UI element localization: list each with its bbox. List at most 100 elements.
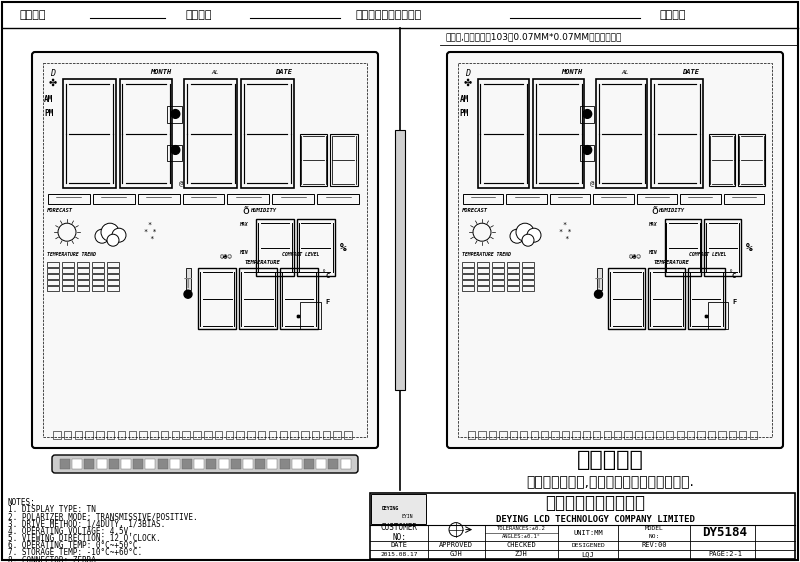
Bar — [107, 274, 119, 279]
Bar — [62, 262, 74, 267]
Text: DEYING: DEYING — [382, 506, 398, 511]
Text: DY5184: DY5184 — [702, 526, 747, 539]
Circle shape — [184, 290, 192, 298]
Circle shape — [171, 146, 180, 155]
Text: ☺☻☺: ☺☻☺ — [629, 254, 642, 260]
Bar — [92, 274, 104, 279]
Bar — [522, 262, 534, 267]
Text: PM: PM — [44, 108, 54, 117]
Bar — [297, 219, 335, 276]
Bar — [330, 134, 358, 186]
Bar — [304, 459, 314, 469]
Text: REV:00: REV:00 — [642, 542, 666, 548]
Bar — [322, 431, 330, 439]
Bar — [107, 280, 119, 285]
Text: HUMIDITY: HUMIDITY — [250, 208, 276, 213]
Bar — [580, 144, 594, 161]
Bar — [47, 274, 59, 279]
Text: D: D — [466, 69, 470, 78]
Text: C: C — [732, 273, 736, 279]
Bar — [468, 431, 475, 439]
Bar — [477, 280, 489, 285]
Bar — [77, 268, 89, 273]
Bar — [328, 459, 338, 469]
Bar — [739, 431, 746, 439]
Text: 德盈液晶电子有限公司: 德盈液晶电子有限公司 — [545, 494, 645, 512]
Circle shape — [583, 146, 592, 155]
Bar — [478, 79, 529, 188]
Bar — [489, 431, 496, 439]
Text: MIN: MIN — [239, 251, 248, 256]
Bar — [492, 262, 504, 267]
Text: %: % — [746, 243, 753, 252]
Bar — [214, 431, 222, 439]
Bar — [53, 431, 61, 439]
Bar — [194, 459, 204, 469]
Bar — [507, 268, 519, 273]
Bar — [492, 274, 504, 279]
Text: MAX: MAX — [239, 222, 248, 227]
Text: 7. STORAGE TEMP: -10°C~+60°C.: 7. STORAGE TEMP: -10°C~+60°C. — [8, 549, 142, 558]
Bar — [477, 268, 489, 273]
Text: °: ° — [729, 270, 733, 276]
Text: *
* *
 *: * * * * — [144, 222, 156, 242]
Bar — [158, 459, 168, 469]
Text: 2. POLARIZER MODE: TRANSMISSIVE/POSITIVE.: 2. POLARIZER MODE: TRANSMISSIVE/POSITIVE… — [8, 513, 198, 522]
Text: NO:: NO: — [648, 534, 660, 539]
Bar — [255, 459, 266, 469]
Bar — [729, 431, 736, 439]
Bar — [522, 286, 534, 291]
Bar — [243, 459, 253, 469]
Text: MONTH: MONTH — [150, 69, 171, 75]
Text: COMFORT LEVEL: COMFORT LEVEL — [689, 252, 726, 257]
Bar — [718, 431, 726, 439]
Bar — [463, 194, 503, 204]
Bar — [312, 431, 319, 439]
Bar — [656, 431, 663, 439]
Bar — [300, 302, 321, 329]
Bar — [279, 431, 287, 439]
Text: C: C — [325, 273, 330, 279]
Bar — [594, 194, 634, 204]
Circle shape — [516, 223, 534, 241]
Bar — [48, 194, 90, 204]
Bar — [256, 219, 294, 276]
Bar — [77, 274, 89, 279]
Text: MONTH: MONTH — [562, 69, 582, 75]
Bar — [317, 194, 359, 204]
Text: ð: ð — [651, 206, 658, 216]
Bar — [184, 79, 237, 188]
Bar — [462, 262, 474, 267]
Bar — [492, 286, 504, 291]
Bar — [499, 431, 506, 439]
Text: HUMIDITY: HUMIDITY — [658, 208, 684, 213]
Bar — [167, 106, 182, 123]
Text: F: F — [325, 299, 330, 305]
Text: FORECAST: FORECAST — [47, 208, 73, 213]
Circle shape — [527, 228, 541, 242]
Bar — [687, 431, 694, 439]
Bar — [109, 459, 118, 469]
Text: %: % — [340, 243, 346, 252]
Bar — [227, 194, 270, 204]
Bar — [510, 431, 517, 439]
Bar — [120, 79, 173, 188]
Bar — [62, 268, 74, 273]
Text: COMFORT LEVEL: COMFORT LEVEL — [282, 252, 319, 257]
Text: PAGE:2-1: PAGE:2-1 — [708, 551, 742, 558]
Bar — [74, 431, 82, 439]
Bar — [462, 286, 474, 291]
Bar — [139, 431, 147, 439]
Text: T: T — [594, 277, 602, 291]
Ellipse shape — [396, 292, 404, 308]
Text: DATE: DATE — [274, 69, 292, 75]
Bar — [64, 431, 71, 439]
Bar — [161, 431, 169, 439]
Bar — [492, 268, 504, 273]
Bar — [258, 431, 266, 439]
Bar — [477, 286, 489, 291]
Text: *
* *
 *: * * * * — [558, 222, 571, 242]
Text: 排版模数: 排版模数 — [20, 10, 46, 20]
Text: D: D — [50, 69, 55, 78]
Bar — [688, 268, 725, 329]
